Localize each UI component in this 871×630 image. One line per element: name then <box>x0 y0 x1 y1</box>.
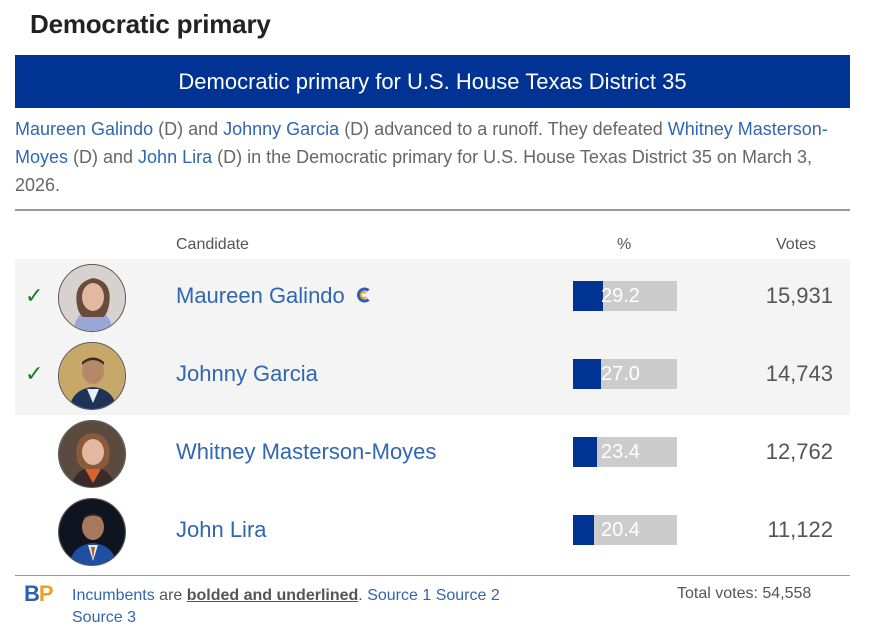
candidate-row: ✓ Maureen Galindo 29.2 15,931 <box>15 259 850 337</box>
candidate-name: Maureen Galindo <box>176 283 345 308</box>
race-banner-title: Democratic primary for U.S. House Texas … <box>178 68 687 94</box>
vote-count: 15,931 <box>765 283 833 308</box>
footnote: Incumbents are bolded and underlined. So… <box>72 585 552 629</box>
candidate-photo <box>58 420 126 488</box>
logo-letter-p: P <box>38 581 54 606</box>
incumbents-link[interactable]: Incumbents <box>72 587 155 604</box>
percent-label: 20.4 <box>601 519 640 541</box>
source-3-link[interactable]: Source 3 <box>72 609 137 626</box>
table-bottom-divider <box>15 575 850 576</box>
candidate-name: John Lira <box>176 517 267 542</box>
percent-label: 27.0 <box>601 363 640 385</box>
footnote-text: . <box>358 587 368 604</box>
summary-link-lira[interactable]: John Lira <box>138 147 213 167</box>
percent-label: 29.2 <box>601 285 640 307</box>
race-banner: Democratic primary for U.S. House Texas … <box>15 55 850 108</box>
vote-count: 12,762 <box>765 439 833 464</box>
percent-bar-fill <box>573 281 604 311</box>
summary-link-garcia[interactable]: Johnny Garcia <box>223 119 340 139</box>
candidate-name-link[interactable]: Maureen Galindo <box>176 283 373 310</box>
ballotpedia-logo: BP <box>24 581 54 607</box>
ballotpedia-c-icon <box>355 284 373 310</box>
logo-letter-b: B <box>24 581 40 606</box>
column-header-votes: Votes <box>776 236 817 253</box>
candidate-name-link[interactable]: Johnny Garcia <box>176 361 318 387</box>
percent-label: 23.4 <box>601 441 640 463</box>
summary-text: (D) and <box>68 147 139 167</box>
table-top-divider <box>15 209 850 211</box>
winner-check-icon: ✓ <box>25 361 44 386</box>
percent-bar-fill <box>573 437 598 467</box>
percent-bar: 23.4 <box>573 437 677 467</box>
source-1-link[interactable]: Source 1 <box>367 587 432 604</box>
footnote-text: are <box>154 587 187 604</box>
column-header-percent: % <box>617 236 632 253</box>
race-summary: Maureen Galindo (D) and Johnny Garcia (D… <box>15 115 835 199</box>
vote-count: 14,743 <box>765 361 833 386</box>
candidate-row: John Lira 20.4 11,122 <box>15 493 850 571</box>
percent-bar-fill <box>573 359 602 389</box>
winner-check-icon: ✓ <box>25 283 44 308</box>
candidate-photo <box>58 264 126 332</box>
summary-link-galindo[interactable]: Maureen Galindo <box>15 119 154 139</box>
bolded-underlined-note: bolded and underlined <box>186 587 359 604</box>
candidate-photo <box>58 342 126 410</box>
summary-text: (D) and <box>153 119 224 139</box>
column-header-candidate: Candidate <box>176 236 249 253</box>
summary-link-masterson-moyes[interactable]: Whitney Masterson-Moyes <box>15 119 828 167</box>
source-2-link[interactable]: Source 2 <box>435 587 500 604</box>
candidate-name-link[interactable]: Whitney Masterson-Moyes <box>176 439 436 465</box>
percent-bar-fill <box>573 515 595 545</box>
candidate-row: Whitney Masterson-Moyes 23.4 12,762 <box>15 415 850 493</box>
candidate-photo <box>58 498 126 566</box>
percent-bar: 27.0 <box>573 359 677 389</box>
vote-count: 11,122 <box>767 517 833 542</box>
total-votes: Total votes: 54,558 <box>677 585 812 602</box>
candidate-name: Johnny Garcia <box>176 361 318 386</box>
summary-text: (D) in the Democratic primary for U.S. H… <box>15 147 812 195</box>
candidate-name: Whitney Masterson-Moyes <box>176 439 437 464</box>
page-title: Democratic primary <box>30 9 271 39</box>
summary-text: (D) advanced to a runoff. They defeated <box>339 119 668 139</box>
candidate-name-link[interactable]: John Lira <box>176 517 267 543</box>
percent-bar: 20.4 <box>573 515 677 545</box>
percent-bar: 29.2 <box>573 281 677 311</box>
candidate-row: ✓ Johnny Garcia 27.0 14,743 <box>15 337 850 415</box>
